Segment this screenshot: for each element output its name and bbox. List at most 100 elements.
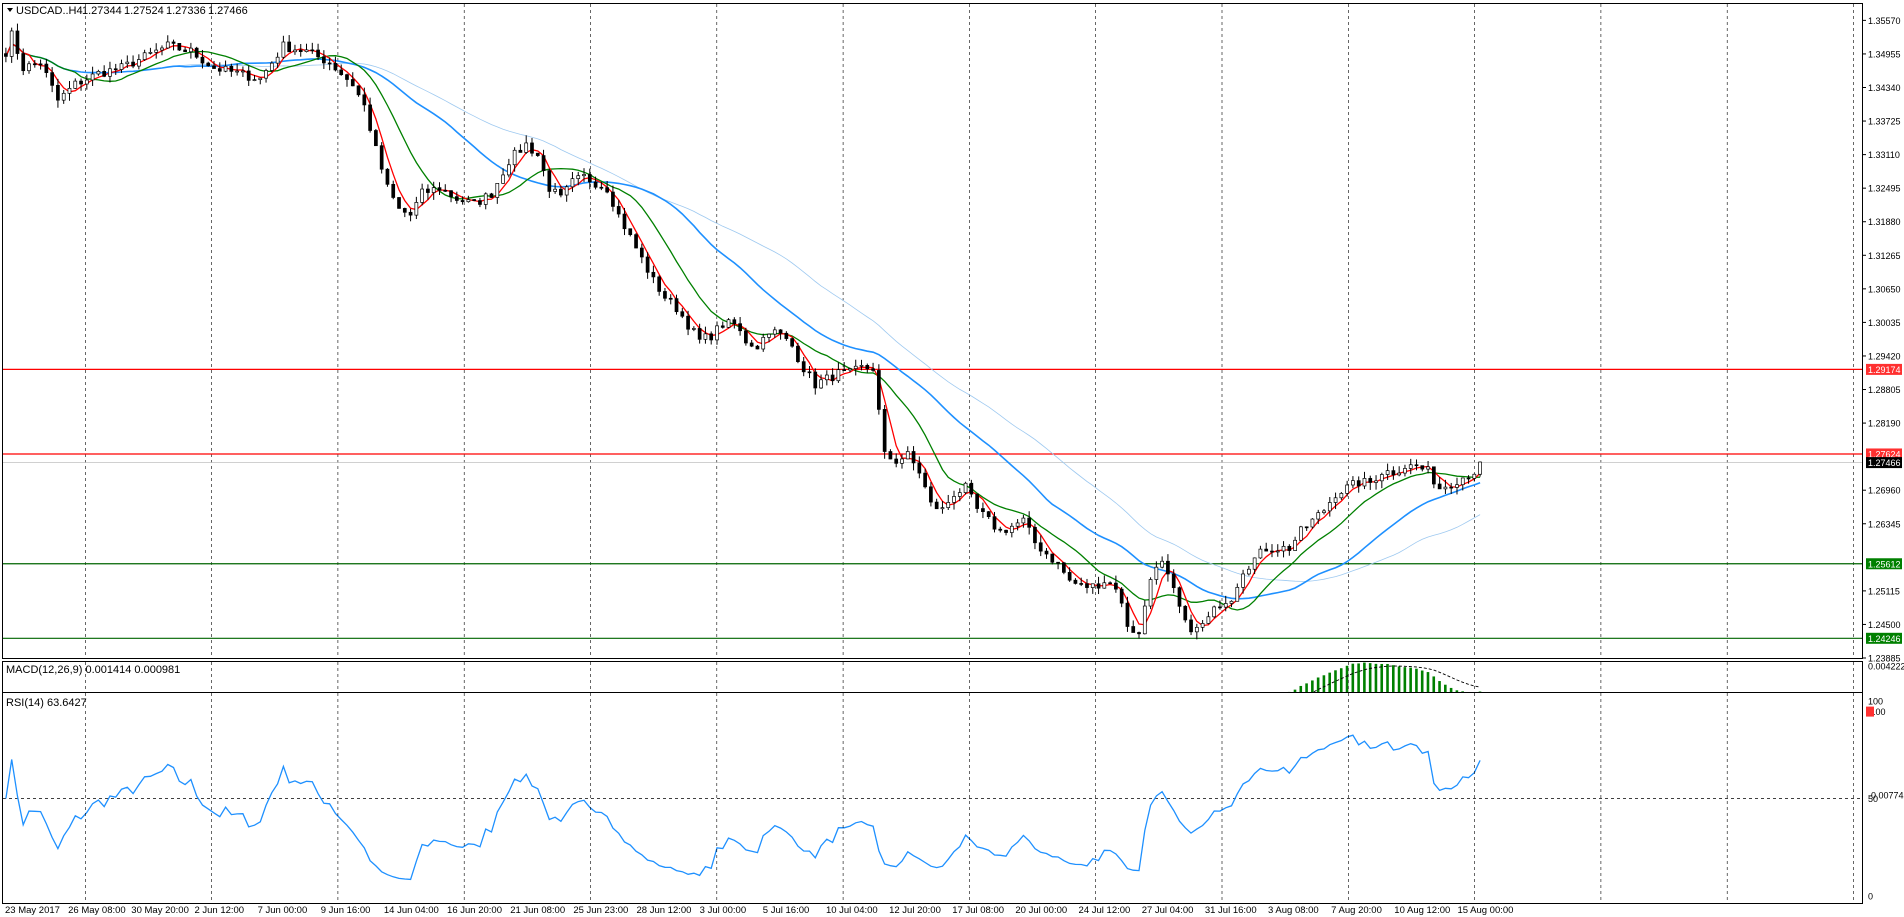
candle-body (374, 130, 378, 147)
time-tick-label: 21 Jun 08:00 (510, 905, 565, 916)
candle-body (871, 368, 875, 371)
level-tag (1866, 363, 1902, 375)
price-tick-label: 1.25115 (1868, 586, 1900, 596)
candle-body (639, 247, 644, 258)
price-tick-label: 1.35570 (1868, 16, 1901, 26)
price-tick-label: 1.34955 (1868, 49, 1901, 59)
candle-body (697, 328, 702, 340)
candle-body (327, 62, 332, 65)
candle-body (304, 49, 309, 52)
macd-bar (1386, 663, 1389, 712)
candle-body (1322, 510, 1326, 513)
time-tick-label: 15 Aug 00:00 (1457, 905, 1513, 916)
candle-body (113, 68, 118, 71)
candle-body (1131, 626, 1136, 633)
candle-body (1408, 464, 1413, 469)
candle-body (356, 85, 361, 96)
candle-body (90, 73, 95, 81)
candle-body (611, 191, 615, 207)
macd-tick-label: 0.00 (1868, 707, 1886, 717)
candle-body (709, 333, 714, 341)
candles (4, 23, 1482, 640)
candle-body (1154, 566, 1159, 580)
candle-body (720, 325, 725, 328)
candle-body (44, 63, 49, 73)
macd-bar (1357, 663, 1360, 712)
candle-body (246, 70, 251, 81)
macd-bar (1380, 663, 1384, 712)
macd-bar (1426, 672, 1430, 712)
candle-body (940, 507, 945, 510)
candle-body (56, 84, 60, 101)
candle-body (859, 365, 864, 367)
candle-body (535, 152, 540, 156)
horizontal-levels (3, 368, 1862, 639)
level-tag (1866, 457, 1902, 469)
candle-body (605, 187, 609, 193)
time-tick-label: 28 Jun 12:00 (637, 905, 692, 916)
price-tick-label: 1.24500 (1868, 620, 1901, 630)
rsi-tick-label: 50 (1868, 794, 1878, 804)
time-tick-label: 7 Aug 20:00 (1331, 905, 1382, 916)
price-tick-label: 1.33110 (1868, 150, 1900, 160)
level-tag-label: 1.27466 (1868, 458, 1901, 468)
level-tag (1866, 448, 1902, 460)
time-tick-label: 26 May 08:00 (68, 905, 126, 916)
level-tag-label: 1.25612 (1868, 559, 1901, 569)
candle-body (749, 342, 754, 347)
candle-body (437, 187, 442, 191)
candle-body (570, 178, 575, 188)
candle-body (796, 345, 800, 362)
price-tick-label: 1.26960 (1868, 486, 1901, 496)
dropdown-triangle-icon[interactable] (7, 8, 13, 12)
candle-body (1437, 483, 1442, 490)
candle-body (824, 374, 829, 381)
macd-tick-label: 0.004222 (1868, 662, 1904, 672)
candle-body (281, 41, 286, 58)
candle-body (200, 56, 205, 64)
candle-body (472, 199, 477, 201)
candle-body (1062, 562, 1066, 573)
candle-body (1125, 602, 1130, 627)
chart-header: USDCAD..H4 1.27344 1.27524 1.27336 1.274… (7, 5, 248, 17)
price-tick-label: 1.29420 (1868, 351, 1901, 361)
candle-body (1171, 573, 1176, 589)
candle-body (1102, 582, 1107, 589)
macd-zero-tag (1866, 706, 1874, 717)
candle-body (1281, 545, 1286, 552)
candle-body (772, 329, 777, 335)
candle-body (674, 298, 679, 313)
candle-body (657, 276, 662, 292)
candle-body (84, 79, 89, 85)
candle-body (148, 52, 153, 54)
candle-body (275, 56, 280, 64)
price-panel-frame (2, 3, 1863, 659)
candle-body (322, 56, 326, 64)
price-tick-label: 1.28805 (1868, 385, 1901, 395)
candle-body (1004, 529, 1008, 533)
candle-body (443, 189, 448, 192)
candle-body (1345, 484, 1349, 494)
level-tag-label: 1.27624 (1868, 449, 1901, 459)
candle-body (715, 325, 719, 341)
candle-body (194, 47, 199, 58)
candle-body (703, 333, 708, 340)
candle-body (408, 211, 413, 216)
candle-body (1194, 626, 1199, 633)
candle-body (1090, 583, 1095, 588)
candle-body (680, 311, 685, 317)
candle-body (154, 49, 159, 53)
candle-body (4, 53, 8, 57)
candle-body (310, 49, 315, 52)
candle-body (1212, 606, 1217, 618)
candle-body (1478, 461, 1482, 475)
time-tick-label: 9 Jun 16:00 (321, 905, 371, 916)
candle-body (125, 61, 130, 65)
candle-body (1351, 480, 1355, 486)
candle-body (61, 92, 66, 101)
candle-body (975, 493, 979, 509)
time-tick-label: 31 Jul 16:00 (1205, 905, 1257, 916)
candle-body (160, 47, 164, 51)
candle-body (1247, 568, 1251, 575)
